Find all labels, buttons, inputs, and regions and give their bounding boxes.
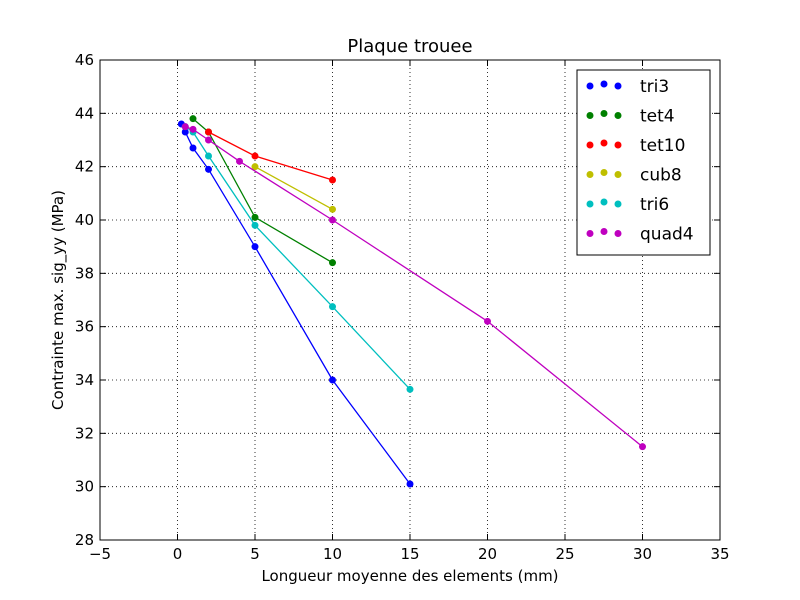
legend-marker xyxy=(586,141,594,149)
y-tick-label: 40 xyxy=(75,211,94,229)
y-tick-label: 36 xyxy=(75,318,94,336)
data-point-quad4 xyxy=(639,443,646,451)
x-tick-label: 30 xyxy=(633,545,652,563)
legend-marker xyxy=(586,112,594,119)
data-point-tet4 xyxy=(189,115,197,123)
legend-entry-tet4: tet4 xyxy=(586,107,675,127)
data-point-tri3 xyxy=(251,243,259,251)
y-tick-label: 28 xyxy=(75,531,94,549)
y-tick-label: 46 xyxy=(75,51,94,69)
data-point-tet4 xyxy=(251,213,259,221)
series-tet10 xyxy=(205,128,336,184)
data-point-tri3 xyxy=(189,144,197,152)
legend-entry-tet10: tet10 xyxy=(586,136,685,156)
data-point-quad4 xyxy=(329,216,336,224)
data-point-tri6 xyxy=(406,385,414,393)
x-tick-label: −5 xyxy=(89,545,111,563)
x-tick-label: 25 xyxy=(555,545,574,563)
legend-marker xyxy=(586,230,594,237)
x-tick-label: 20 xyxy=(478,545,497,563)
legend-marker xyxy=(600,169,608,176)
data-point-quad4 xyxy=(484,317,491,325)
data-point-tet10 xyxy=(329,176,336,184)
data-point-tri6 xyxy=(251,221,259,229)
data-point-quad4 xyxy=(205,136,212,144)
y-axis-label: Contrainte max. sig_yy (MPa) xyxy=(49,190,68,410)
legend-box xyxy=(576,69,711,256)
legend-entry-cub8: cub8 xyxy=(586,166,682,186)
x-axis-label: Longueur moyenne des elements (mm) xyxy=(261,567,558,585)
legend-marker xyxy=(614,141,622,149)
legend-marker xyxy=(600,139,608,147)
legend-marker xyxy=(586,200,594,208)
x-tick-label: 0 xyxy=(173,545,183,563)
legend-label: tet10 xyxy=(640,136,685,156)
x-tick-label: 10 xyxy=(323,545,342,563)
data-point-tri6 xyxy=(205,152,212,160)
legend-label: cub8 xyxy=(640,166,682,186)
legend-label: tet4 xyxy=(640,107,675,127)
series-quad4 xyxy=(181,123,646,451)
data-point-tet4 xyxy=(329,259,336,267)
y-tick-label: 44 xyxy=(75,104,94,122)
data-point-tri3 xyxy=(181,128,189,136)
series-line-cub8 xyxy=(254,166,333,210)
data-point-cub8 xyxy=(329,205,336,213)
legend-label: tri6 xyxy=(640,195,669,215)
data-point-tri3 xyxy=(329,376,336,384)
y-tick-label: 30 xyxy=(75,478,94,496)
data-point-tri3 xyxy=(406,480,414,488)
x-tick-label: 35 xyxy=(710,545,729,563)
data-point-tet10 xyxy=(205,128,212,136)
legend-entry-quad4: quad4 xyxy=(586,225,694,245)
legend-marker xyxy=(600,228,608,235)
legend-marker xyxy=(614,112,622,119)
legend-marker xyxy=(614,82,622,90)
data-point-quad4 xyxy=(181,123,189,131)
x-tick-label: 15 xyxy=(400,545,419,563)
series-line-tet4 xyxy=(192,118,333,264)
data-point-cub8 xyxy=(251,163,259,171)
legend-label: tri3 xyxy=(640,77,669,97)
legend-marker xyxy=(586,171,594,178)
y-tick-label: 34 xyxy=(75,371,94,389)
legend: tri3 tet4 tet10 cub8 tri6 quad4 xyxy=(576,69,711,256)
data-point-tri6 xyxy=(329,303,336,311)
legend-marker xyxy=(600,80,608,88)
x-tick-label: 5 xyxy=(250,545,260,563)
legend-marker xyxy=(600,110,608,117)
legend-entry-tri6: tri6 xyxy=(586,195,669,215)
y-tick-label: 38 xyxy=(75,264,94,282)
data-point-quad4 xyxy=(236,157,243,165)
legend-marker xyxy=(614,230,622,237)
chart-title: Plaque trouee xyxy=(347,36,472,57)
ticks: −5 0 5 10 15 20 25 30 35 28 30 32 34 36 38 40 42 44 46 xyxy=(75,51,730,563)
data-point-tet10 xyxy=(251,152,259,160)
series-cub8 xyxy=(251,163,336,213)
legend-marker xyxy=(614,171,622,178)
legend-marker xyxy=(586,82,594,90)
legend-marker xyxy=(600,198,608,206)
series-tri3 xyxy=(177,120,414,488)
series-layer xyxy=(177,115,646,488)
legend-entry-tri3: tri3 xyxy=(586,77,669,97)
y-tick-label: 42 xyxy=(75,158,94,176)
y-tick-label: 32 xyxy=(75,424,94,442)
legend-marker xyxy=(614,200,622,208)
data-point-tri3 xyxy=(205,165,212,173)
legend-label: quad4 xyxy=(640,225,694,245)
data-point-quad4 xyxy=(189,125,197,133)
